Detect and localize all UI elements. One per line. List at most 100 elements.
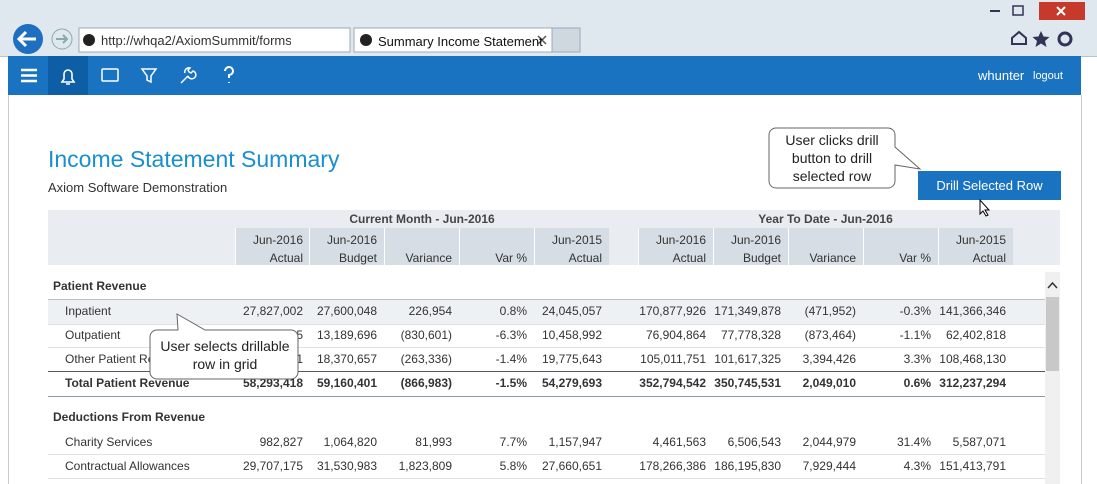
username: whunter [978,68,1025,83]
column-header-bottom: Actual [972,251,1006,265]
section-header: Deductions From Revenue [53,410,206,424]
row-label: Inpatient [65,304,112,318]
home-icon[interactable] [1011,30,1027,45]
drill-button[interactable]: Drill Selected Row [918,171,1061,200]
cell: -1.4% [495,352,527,366]
column-header-bottom: Variance [405,251,452,265]
cell: (471,952) [804,304,856,318]
cell: 1,823,809 [398,459,452,473]
settings-icon[interactable] [1057,31,1073,47]
cell: 31.4% [896,435,931,449]
cell: (873,464) [804,328,856,342]
column-header-top: Jun-2015 [955,233,1006,247]
cell: -1.5% [495,376,527,390]
column-header-bottom: Budget [338,251,377,265]
cursor [979,198,991,217]
column-header-top: Jun-2016 [730,233,781,247]
cell: 27,600,048 [316,304,377,318]
cell: 312,237,294 [939,376,1006,390]
logout-link[interactable]: logout [1033,70,1063,82]
column-header [863,228,938,265]
row-label: Outpatient [65,328,121,342]
report-subtitle: Axiom Software Demonstration [48,180,228,195]
cell: 24,045,057 [541,304,602,318]
cell: 982,827 [259,435,303,449]
nav-icons [21,66,234,85]
cell: 29,707,175 [242,459,303,473]
cell: 151,413,791 [939,459,1006,473]
column-header-bottom: Actual [568,251,602,265]
cell: 31,530,983 [316,459,377,473]
cell: 27,827,002 [242,304,303,318]
cell: 5,587,071 [952,435,1006,449]
cell: 226,954 [408,304,452,318]
grid-row [48,371,1045,397]
chrome-icons [13,2,1085,54]
cell: (866,983) [400,376,452,390]
column-header [235,228,310,265]
cell: 178,266,386 [639,459,706,473]
cell: 62,402,818 [945,328,1006,342]
cell: 3,394,426 [802,352,856,366]
cell: 7.7% [499,435,527,449]
cell: 350,745,531 [714,376,781,390]
favorites-icon[interactable] [1032,31,1050,47]
cell: 6,506,543 [727,435,781,449]
cell: 81,993 [415,435,452,449]
cell: 108,468,130 [939,352,1006,366]
grid-row [48,454,1045,479]
forward-button[interactable] [51,28,73,50]
grid-row [48,430,1045,455]
frame-left [8,95,9,484]
column-header-bottom: Budget [742,251,781,265]
cell: 4,461,563 [652,435,706,449]
cell: 27,660,651 [541,459,602,473]
cell: 2,049,010 [802,376,856,390]
cell: 5.8% [499,459,527,473]
cell: 7,929,444 [802,459,856,473]
cell: 352,794,542 [639,376,706,390]
scroll-thumb[interactable] [1046,297,1059,371]
column-header-bottom: Actual [672,251,706,265]
group-header: Year To Date - Jun-2016 [758,212,893,226]
column-header-top: Jun-2016 [655,233,706,247]
cell: (830,601) [400,328,452,342]
column-header [459,228,534,265]
address-bar[interactable] [78,27,351,53]
callout-drill: User clicks drill button to drill select… [785,132,879,184]
column-header-bottom: Var % [899,251,931,265]
cell: 13,189,696 [316,328,377,342]
column-header-top: Jun-2015 [551,233,602,247]
scroll-up[interactable] [1045,278,1060,292]
nav-bell-bg[interactable] [48,56,88,95]
cell: 59,160,401 [316,376,377,390]
cell: 0.8% [499,304,527,318]
column-header [384,228,459,265]
grid-row [48,323,1045,348]
nav-bar [8,56,1081,95]
column-header [788,228,863,265]
cell: 10,458,992 [541,328,602,342]
column-header-bottom: Actual [269,251,303,265]
cell: 18,370,657 [316,352,377,366]
group-header: Current Month - Jun-2016 [349,212,495,226]
column-header-top: Jun-2016 [252,233,303,247]
cell: -6.3% [495,328,527,342]
cell: 1,064,820 [323,435,377,449]
frame-right [1081,95,1082,484]
cell: 4.3% [903,459,931,473]
cell: 170,877,926 [639,304,706,318]
cell: 77,778,328 [720,328,781,342]
section-header: Patient Revenue [53,279,147,293]
callout-select: User selects drillable row in grid [160,338,290,372]
url: http://whqa2/AxiomSummit/forms/ [101,33,291,48]
tab-title: Summary Income Statement [378,34,543,49]
report-title: Income Statement Summary [48,146,340,172]
cell: 171,349,878 [714,304,781,318]
row-label: Charity Services [65,435,153,449]
cell: 3.3% [903,352,931,366]
cell: -0.3% [899,304,931,318]
new-tab[interactable] [551,27,581,53]
